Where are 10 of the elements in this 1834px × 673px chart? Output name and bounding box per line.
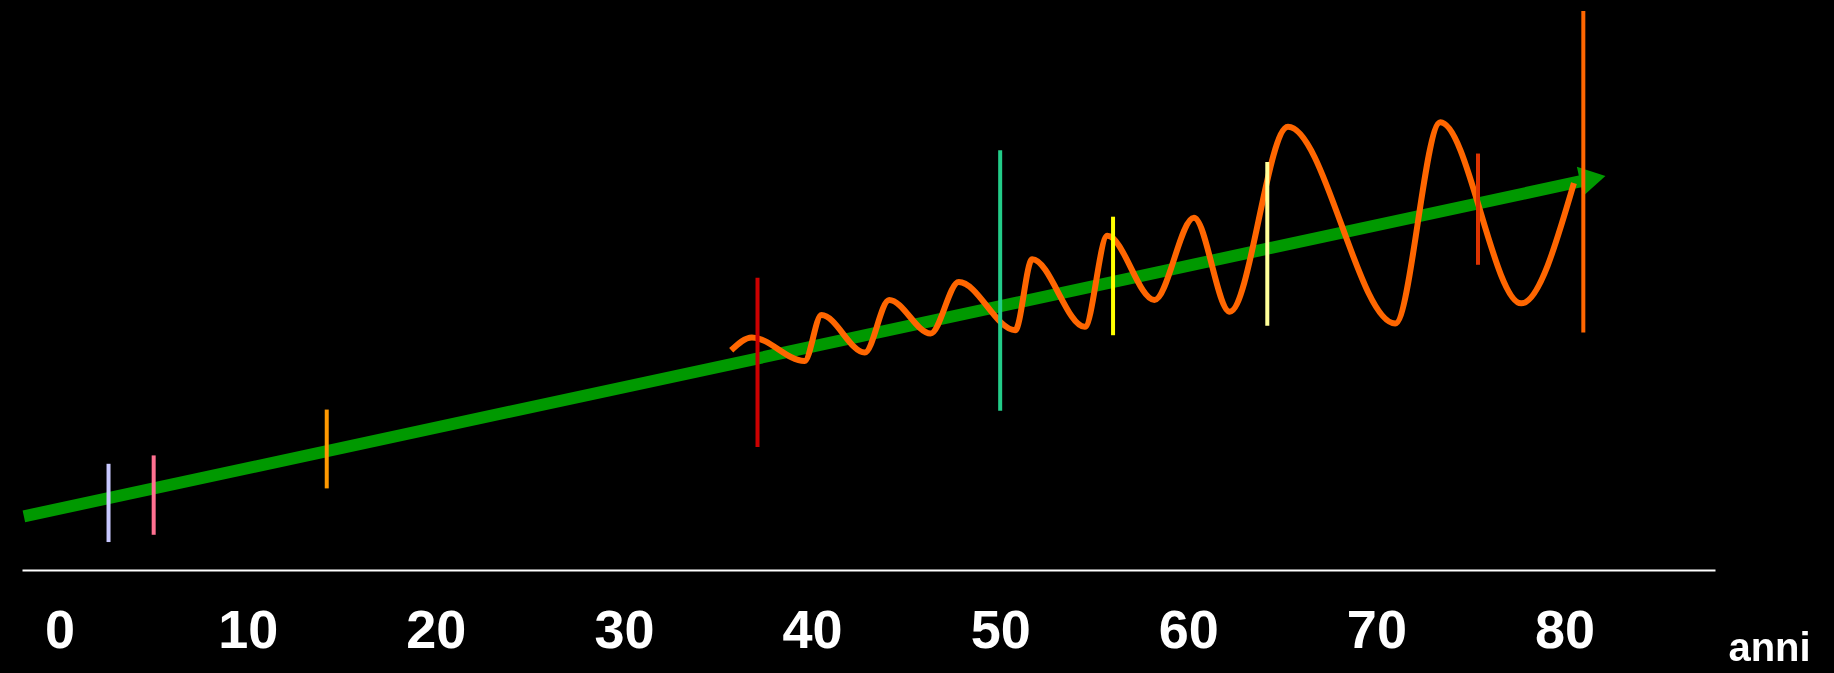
x-tick-label: 50	[970, 598, 1031, 659]
x-tick-label: 0	[45, 598, 76, 659]
x-tick-label: 70	[1346, 598, 1407, 659]
x-tick-label: 40	[782, 598, 843, 659]
x-tick-label: 80	[1534, 598, 1596, 659]
x-tick-label: 60	[1158, 598, 1219, 659]
x-tick-label: 30	[594, 598, 655, 659]
x-axis-title: anni	[1728, 624, 1811, 669]
x-tick-label: 20	[406, 598, 467, 659]
x-tick-label: 10	[218, 598, 279, 659]
